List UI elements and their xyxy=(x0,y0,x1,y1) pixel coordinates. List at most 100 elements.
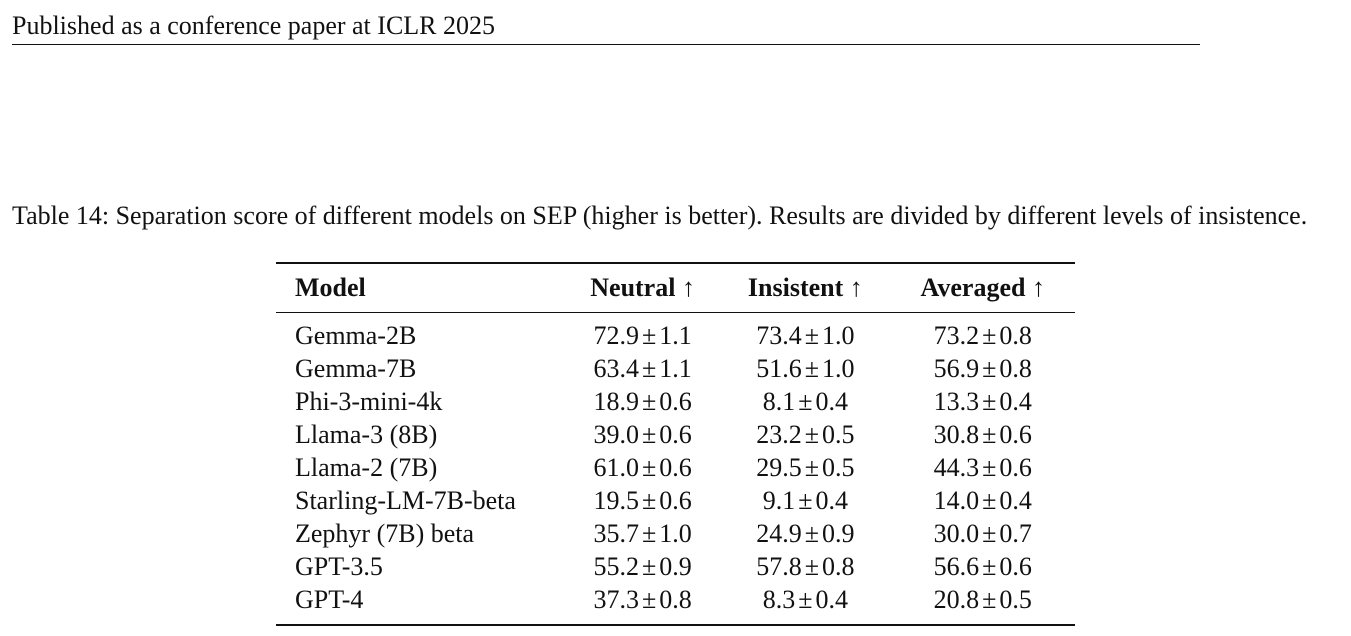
insistent-mean: 29.5 xyxy=(756,453,802,482)
neutral-score-cell: 35.7 ±1.0 xyxy=(565,517,720,550)
insistent-mean: 8.3 xyxy=(762,585,796,614)
neutral-std: 1.1 xyxy=(659,321,692,350)
insistent-std: 0.4 xyxy=(815,387,849,416)
neutral-std: 0.6 xyxy=(659,387,692,416)
results-table: Model Neutral ↑ Insistent ↑ Averaged ↑ G… xyxy=(276,262,1075,626)
neutral-score-cell: 39.0 ±0.6 xyxy=(565,418,720,451)
plus-minus-icon: ± xyxy=(804,519,819,548)
neutral-std: 1.0 xyxy=(659,519,692,548)
table-row: GPT-4 37.3 ±0.8 8.3 ±0.4 20.8 ±0.5 xyxy=(276,583,1075,625)
insistent-score-cell: 9.1 ±0.4 xyxy=(720,484,890,517)
neutral-std: 0.9 xyxy=(659,552,692,581)
column-header-neutral-label: Neutral xyxy=(590,273,676,302)
insistent-score-cell: 29.5 ±0.5 xyxy=(720,451,890,484)
neutral-score-cell: 37.3 ±0.8 xyxy=(565,583,720,625)
neutral-std: 0.6 xyxy=(659,420,692,449)
neutral-std: 1.1 xyxy=(659,354,692,383)
insistent-mean: 23.2 xyxy=(756,420,802,449)
results-table-container: Model Neutral ↑ Insistent ↑ Averaged ↑ G… xyxy=(276,262,1075,626)
averaged-mean: 30.0 xyxy=(933,519,980,548)
insistent-mean: 24.9 xyxy=(756,519,802,548)
plus-minus-icon: ± xyxy=(804,321,819,350)
insistent-mean: 8.1 xyxy=(762,387,796,416)
insistent-std: 0.5 xyxy=(822,420,855,449)
model-name-cell: Llama-3 (8B) xyxy=(295,420,438,449)
neutral-mean: 19.5 xyxy=(593,486,639,515)
plus-minus-icon: ± xyxy=(641,519,657,548)
column-header-model-label: Model xyxy=(295,273,366,302)
up-arrow-icon: ↑ xyxy=(681,273,695,302)
table-row: Zephyr (7B) beta 35.7 ±1.0 24.9 ±0.9 30.0 ±0.7 xyxy=(276,517,1075,550)
neutral-score-cell: 61.0 ±0.6 xyxy=(565,451,720,484)
plus-minus-icon: ± xyxy=(641,321,657,350)
column-header-insistent: Insistent ↑ xyxy=(720,263,891,313)
insistent-score-cell: 8.3 ±0.4 xyxy=(720,583,890,625)
insistent-mean: 57.8 xyxy=(756,552,802,581)
averaged-mean: 13.3 xyxy=(933,387,980,416)
plus-minus-icon: ± xyxy=(804,453,819,482)
averaged-score-cell: 14.0 ±0.4 xyxy=(891,484,1076,517)
column-header-model: Model xyxy=(276,263,565,313)
table-row: Starling-LM-7B-beta 19.5 ±0.6 9.1 ±0.4 14.0 ±0… xyxy=(276,484,1075,517)
neutral-mean: 63.4 xyxy=(593,354,639,383)
plus-minus-icon: ± xyxy=(798,585,813,614)
averaged-std: 0.7 xyxy=(999,519,1032,548)
neutral-mean: 37.3 xyxy=(593,585,639,614)
insistent-mean: 73.4 xyxy=(756,321,802,350)
plus-minus-icon: ± xyxy=(982,321,997,350)
column-header-averaged: Averaged ↑ xyxy=(890,263,1075,313)
model-name-cell: Gemma-7B xyxy=(295,354,417,383)
table-header-row: Model Neutral ↑ Insistent ↑ Averaged ↑ xyxy=(276,263,1075,313)
averaged-std: 0.6 xyxy=(999,552,1032,581)
model-name-cell: Starling-LM-7B-beta xyxy=(295,486,516,515)
insistent-mean: 51.6 xyxy=(756,354,802,383)
table-header: Model Neutral ↑ Insistent ↑ Averaged ↑ xyxy=(276,263,1075,313)
insistent-std: 0.8 xyxy=(822,552,855,581)
model-name-cell: Phi-3-mini-4k xyxy=(295,387,443,416)
up-arrow-icon: ↑ xyxy=(849,273,863,302)
averaged-score-cell: 73.2 ±0.8 xyxy=(891,313,1076,353)
plus-minus-icon: ± xyxy=(982,519,997,548)
table-row: Phi-3-mini-4k 18.9 ±0.6 8.1 ±0.4 13.3 ±0.4 xyxy=(276,385,1075,418)
neutral-score-cell: 18.9 ±0.6 xyxy=(565,385,720,418)
neutral-mean: 35.7 xyxy=(593,519,639,548)
insistent-std: 1.0 xyxy=(822,354,855,383)
table-caption: Table 14: Separation score of different … xyxy=(12,200,1347,232)
neutral-std: 0.6 xyxy=(659,486,692,515)
plus-minus-icon: ± xyxy=(804,420,819,449)
plus-minus-icon: ± xyxy=(804,552,819,581)
insistent-std: 0.4 xyxy=(815,585,849,614)
model-name-cell: GPT-3.5 xyxy=(295,552,383,581)
plus-minus-icon: ± xyxy=(641,387,657,416)
model-name-cell: Zephyr (7B) beta xyxy=(295,519,475,548)
neutral-std: 0.8 xyxy=(659,585,692,614)
averaged-std: 0.8 xyxy=(999,321,1032,350)
neutral-score-cell: 63.4 ±1.1 xyxy=(565,352,720,385)
averaged-score-cell: 13.3 ±0.4 xyxy=(891,385,1076,418)
insistent-score-cell: 23.2 ±0.5 xyxy=(720,418,890,451)
averaged-score-cell: 44.3 ±0.6 xyxy=(891,451,1076,484)
column-header-neutral: Neutral ↑ xyxy=(565,263,721,313)
table-row: GPT-3.5 55.2 ±0.9 57.8 ±0.8 56.6 ±0.6 xyxy=(276,550,1075,583)
neutral-score-cell: 19.5 ±0.6 xyxy=(565,484,720,517)
table-body: Gemma-2B 72.9 ±1.1 73.4 ±1.0 73.2 ±0.8 Gemma-7B… xyxy=(276,313,1075,626)
averaged-std: 0.4 xyxy=(999,387,1032,416)
plus-minus-icon: ± xyxy=(641,420,657,449)
averaged-mean: 44.3 xyxy=(933,453,980,482)
averaged-mean: 14.0 xyxy=(933,486,980,515)
insistent-score-cell: 73.4 ±1.0 xyxy=(720,313,890,353)
plus-minus-icon: ± xyxy=(641,354,657,383)
averaged-score-cell: 30.0 ±0.7 xyxy=(891,517,1076,550)
insistent-mean: 9.1 xyxy=(762,486,796,515)
averaged-mean: 56.9 xyxy=(933,354,980,383)
plus-minus-icon: ± xyxy=(982,420,997,449)
plus-minus-icon: ± xyxy=(798,387,813,416)
model-name-cell: Llama-2 (7B) xyxy=(295,453,438,482)
insistent-score-cell: 24.9 ±0.9 xyxy=(720,517,890,550)
averaged-std: 0.6 xyxy=(999,420,1032,449)
running-header-text: Published as a conference paper at ICLR … xyxy=(12,11,496,40)
averaged-mean: 56.6 xyxy=(933,552,980,581)
plus-minus-icon: ± xyxy=(641,585,657,614)
averaged-mean: 30.8 xyxy=(933,420,980,449)
plus-minus-icon: ± xyxy=(798,486,813,515)
